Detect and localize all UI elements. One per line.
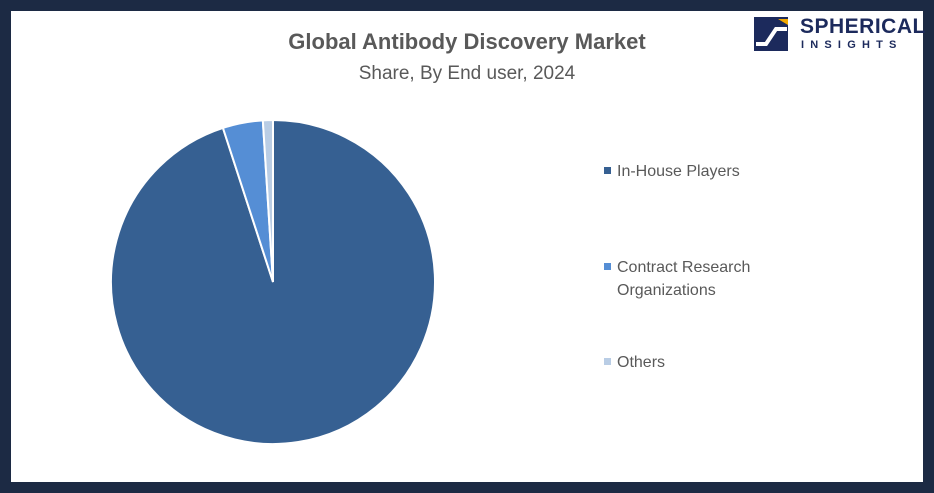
pie-slice-others: [261, 118, 274, 283]
logo-text-insights: INSIGHTS: [801, 39, 903, 51]
chart-subtitle: Share, By End user, 2024: [358, 63, 576, 84]
logo-text-spherical: SPHERICAL: [800, 15, 926, 38]
legend-item-others: Others: [604, 351, 777, 374]
legend-swatch: [604, 263, 611, 270]
legend-label: Others: [617, 354, 666, 371]
legend-item-in-house-players: In-House Players: [604, 160, 777, 183]
chart-title: Global Antibody Discovery Market: [288, 29, 646, 54]
legend-label: In-House Players: [617, 163, 740, 180]
legend-swatch: [604, 358, 611, 365]
spherical-insights-logo: SPHERICAL INSIGHTS: [754, 15, 925, 55]
legend-swatch: [604, 167, 611, 174]
legend-label: Contract Research Organizations: [617, 259, 751, 299]
legend-item-contract-research-organizations: Contract Research Organizations: [604, 256, 777, 302]
logo-mark-icon: [754, 17, 788, 51]
